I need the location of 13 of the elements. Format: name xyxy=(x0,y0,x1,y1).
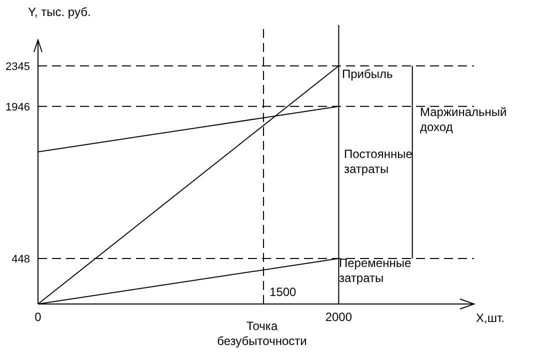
y-tick-label: 1946 xyxy=(6,101,30,114)
x-axis-title: Х,шт. xyxy=(476,311,504,325)
ref-line-label: 1500 xyxy=(270,285,297,299)
text: Точка безубыточности xyxy=(217,319,307,348)
x-tick-label: 2000 xyxy=(325,310,352,324)
annotation: Маржинальный доход xyxy=(420,105,507,134)
annotation: Переменные затраты xyxy=(339,256,412,285)
annotation: Постоянные затраты xyxy=(344,147,413,176)
y-tick-label: 2345 xyxy=(6,60,30,73)
y-tick-label: 448 xyxy=(12,254,30,266)
y-axis-title: Y, тыс. руб. xyxy=(28,5,91,19)
annotation: Прибыль xyxy=(342,67,393,81)
x-tick-label: 0 xyxy=(34,310,42,324)
